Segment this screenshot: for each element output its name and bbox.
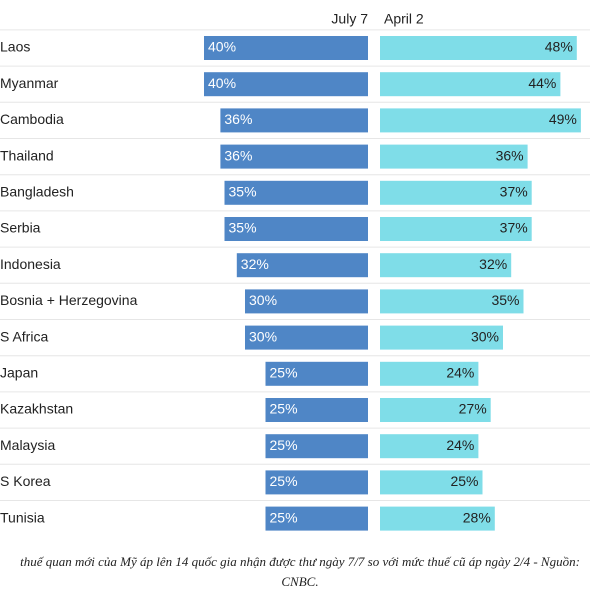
bar [220, 108, 368, 133]
bar [380, 217, 532, 241]
bar [380, 361, 479, 386]
value-label: 40% [208, 75, 236, 91]
series-header: April 2 [384, 11, 424, 27]
value-label: 48% [545, 39, 573, 55]
category-label: Indonesia [0, 256, 61, 272]
value-label: 35% [229, 184, 257, 200]
category-label: Japan [0, 365, 38, 381]
category-label: Myanmar [0, 75, 59, 91]
caption: thuế quan mới của Mỹ áp lên 14 quốc gia … [20, 554, 580, 589]
value-label: 37% [500, 184, 528, 200]
bar [265, 506, 368, 531]
series-header: July 7 [331, 11, 368, 27]
bar [380, 72, 561, 97]
bar [380, 144, 528, 169]
bar [245, 325, 368, 350]
category-label: Laos [0, 39, 30, 55]
bar [380, 398, 491, 422]
bar [380, 180, 532, 205]
value-label: 36% [224, 147, 252, 163]
bar [245, 289, 368, 314]
category-label: Bangladesh [0, 184, 74, 200]
bar [236, 253, 368, 278]
bar [220, 144, 368, 169]
bar [380, 253, 512, 278]
bar [380, 325, 503, 350]
bar [380, 289, 524, 314]
value-label: 35% [229, 220, 257, 236]
value-label: 27% [459, 401, 487, 417]
value-label: 25% [270, 437, 298, 453]
value-label: 25% [270, 401, 298, 417]
value-label: 25% [270, 365, 298, 381]
category-label: S Korea [0, 473, 51, 489]
value-label: 32% [241, 256, 269, 272]
value-label: 32% [479, 256, 507, 272]
category-label: S Africa [0, 328, 48, 344]
value-label: 28% [463, 509, 491, 525]
value-label: 35% [491, 292, 519, 308]
value-label: 36% [224, 111, 252, 127]
value-label: 37% [500, 220, 528, 236]
value-label: 25% [270, 473, 298, 489]
value-label: 49% [549, 111, 577, 127]
bar [265, 398, 368, 422]
category-label: Malaysia [0, 437, 55, 453]
bar [380, 434, 479, 459]
category-label: Cambodia [0, 111, 64, 127]
bar [224, 180, 368, 205]
value-label: 25% [450, 473, 478, 489]
category-label: Kazakhstan [0, 401, 73, 417]
bar [265, 434, 368, 459]
value-label: 40% [208, 39, 236, 55]
chart: July 7 April 2 Laos 40% 48% Myanmar 40% 44% Ca… [0, 11, 590, 531]
category-label: Tunisia [0, 509, 45, 525]
value-label: 24% [446, 437, 474, 453]
value-label: 30% [249, 292, 277, 308]
bar [380, 470, 483, 495]
value-label: 30% [471, 328, 499, 344]
bar [224, 217, 368, 241]
bar [265, 470, 368, 495]
bar [380, 506, 495, 531]
category-label: Bosnia + Herzegovina [0, 292, 138, 308]
bar [204, 36, 368, 60]
value-label: 44% [528, 75, 556, 91]
bar [380, 36, 577, 60]
value-label: 24% [446, 365, 474, 381]
bar [380, 108, 581, 133]
bar [265, 361, 368, 386]
value-label: 30% [249, 328, 277, 344]
value-label: 36% [496, 147, 524, 163]
value-label: 25% [270, 509, 298, 525]
category-label: Serbia [0, 220, 41, 236]
bar [204, 72, 368, 97]
category-label: Thailand [0, 147, 54, 163]
